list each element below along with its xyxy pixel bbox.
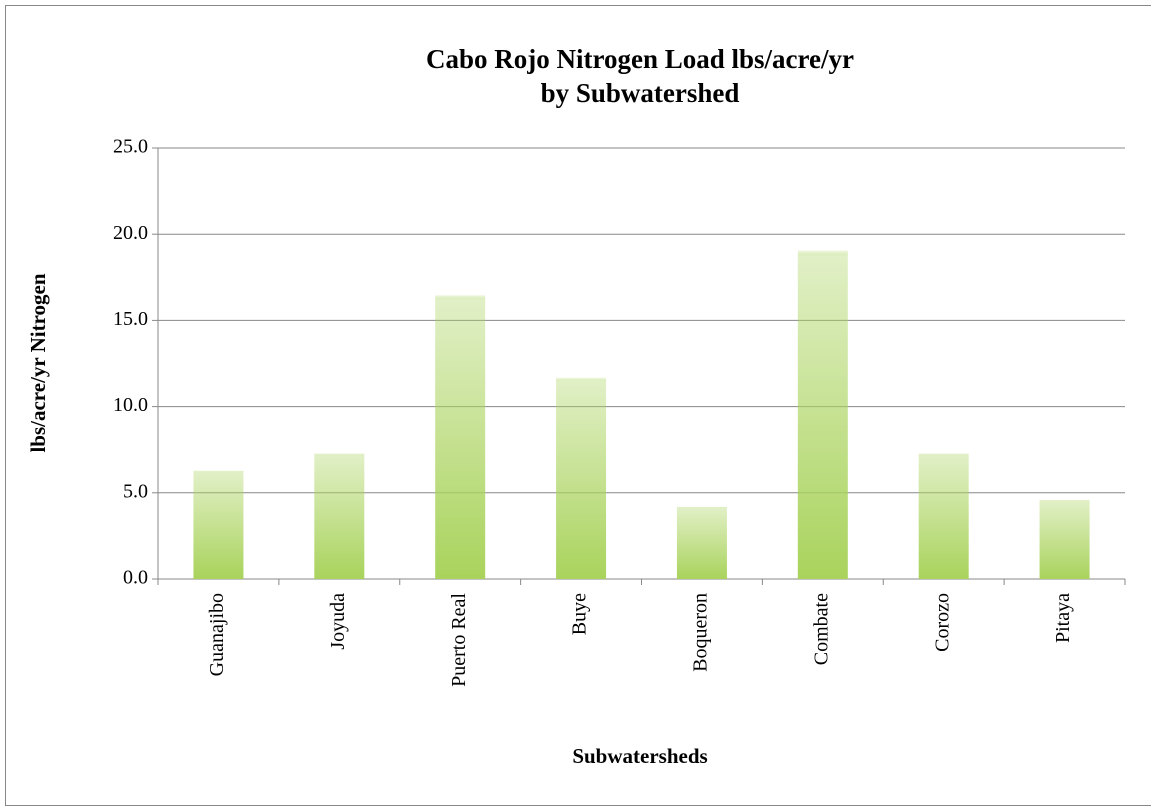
bar — [676, 506, 727, 579]
x-tick-label: Puerto Real — [448, 593, 470, 687]
x-tick-label: Combate — [810, 593, 832, 665]
x-tick-label: Buye — [569, 593, 591, 635]
bar — [435, 294, 486, 579]
y-axis-title: lbs/acre/yr Nitrogen — [26, 273, 50, 452]
y-tick-label: 10.0 — [113, 394, 148, 416]
bar — [314, 453, 365, 579]
x-tick-label: Joyuda — [327, 593, 349, 650]
bar — [193, 470, 244, 579]
chart-title: Cabo Rojo Nitrogen Load lbs/acre/yr — [426, 44, 854, 74]
bar — [1039, 499, 1090, 579]
y-tick-label: 20.0 — [113, 222, 148, 244]
bar — [918, 453, 969, 579]
y-tick-label: 15.0 — [113, 308, 148, 330]
x-axis-title: Subwatersheds — [572, 744, 707, 768]
x-tick-label: Corozo — [931, 593, 953, 652]
y-tick-label: 5.0 — [123, 480, 148, 502]
x-tick-label: Pitaya — [1052, 593, 1074, 643]
bar — [797, 249, 848, 579]
bar — [556, 377, 607, 579]
y-tick-label: 0.0 — [123, 567, 148, 589]
x-tick-label: Guanajibo — [206, 593, 228, 676]
y-tick-label: 25.0 — [113, 136, 148, 158]
x-tick-label: Boqueron — [690, 593, 712, 672]
chart-title: by Subwatershed — [541, 78, 740, 108]
